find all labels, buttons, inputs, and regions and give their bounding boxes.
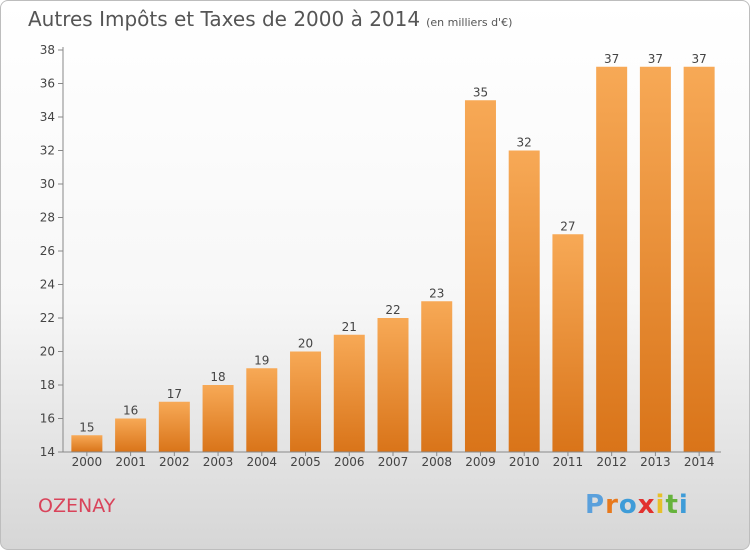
x-tick-label-2012: 2012 [596,455,627,469]
logo-letter: i [678,490,689,520]
y-tick-label-32: 32 [40,144,55,158]
x-tick-label-2007: 2007 [378,455,409,469]
y-tick-label-38: 38 [40,43,55,57]
bar-2013 [639,66,671,452]
logo-letter: P [585,490,606,520]
y-tick-label-20: 20 [40,345,55,359]
data-label-2000: 15 [79,420,94,434]
logo-letter: x [637,490,656,520]
data-label-2003: 18 [210,370,225,384]
y-tick-label-14: 14 [40,445,55,459]
x-tick-label-2011: 2011 [553,455,584,469]
chart-title-text: Autres Impôts et Taxes de 2000 à 2014 [28,7,421,31]
y-tick-label-26: 26 [40,244,55,258]
data-label-2007: 22 [385,303,400,317]
bar-2002 [158,401,190,452]
bar-2014 [683,66,715,452]
data-label-2014: 37 [691,52,706,66]
y-tick-label-36: 36 [40,77,55,91]
bar-2012 [596,66,628,452]
y-tick-label-30: 30 [40,177,55,191]
y-tick-label-24: 24 [40,278,55,292]
bar-2001 [115,418,147,452]
bar-2007 [377,318,409,452]
chart-subtitle: (en milliers d'€) [426,16,513,29]
y-tick-label-16: 16 [40,412,55,426]
logo-letter: i [655,490,666,520]
x-tick-label-2005: 2005 [290,455,321,469]
y-tick-label-28: 28 [40,211,55,225]
data-label-2010: 32 [517,136,532,150]
bar-2004 [246,368,278,452]
data-label-2009: 35 [473,85,488,99]
data-label-2005: 20 [298,337,313,351]
bar-2003 [202,385,234,452]
x-tick-label-2010: 2010 [509,455,540,469]
bar-2011 [552,234,584,452]
x-tick-label-2014: 2014 [684,455,715,469]
data-label-2001: 16 [123,404,138,418]
x-tick-label-2009: 2009 [465,455,496,469]
logo-letter: o [618,490,638,520]
data-label-2006: 21 [342,320,357,334]
bar-2000 [71,435,103,452]
x-tick-label-2003: 2003 [203,455,234,469]
data-label-2002: 17 [167,387,182,401]
bar-2005 [290,351,322,452]
data-label-2008: 23 [429,286,444,300]
x-tick-label-2006: 2006 [334,455,365,469]
y-tick-label-22: 22 [40,311,55,325]
data-label-2004: 19 [254,353,269,367]
x-tick-label-2001: 2001 [115,455,146,469]
x-tick-label-2002: 2002 [159,455,190,469]
logo-letter: r [605,490,619,520]
proxiti-logo: Proxiti [585,490,689,520]
y-tick-label-34: 34 [40,110,55,124]
bar-2009 [464,100,496,452]
bar-2010 [508,150,540,452]
bar-2008 [421,301,453,452]
x-tick-label-2008: 2008 [421,455,452,469]
y-tick-label-18: 18 [40,378,55,392]
data-label-2011: 27 [560,219,575,233]
chart-title: Autres Impôts et Taxes de 2000 à 2014 (en… [28,7,512,31]
x-tick-label-2004: 2004 [247,455,278,469]
logo-letter: t [665,490,679,520]
data-label-2012: 37 [604,52,619,66]
bar-2006 [333,334,365,452]
data-label-2013: 37 [648,52,663,66]
x-tick-label-2000: 2000 [72,455,103,469]
commune-name: OZENAY [38,495,116,517]
x-tick-label-2013: 2013 [640,455,671,469]
